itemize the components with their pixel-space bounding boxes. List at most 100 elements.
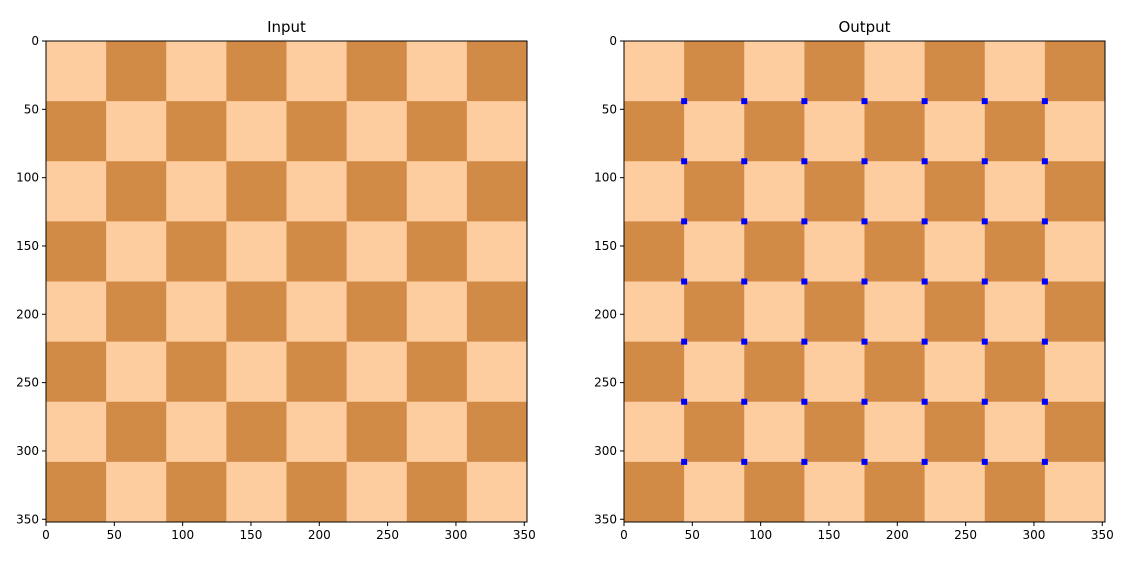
cell-2-1: [106, 161, 167, 222]
cell-5-0: [46, 341, 107, 403]
corner-marker: [741, 398, 748, 405]
cell-0-0: [46, 41, 107, 102]
cell-1-5: [346, 101, 408, 162]
cell-4-6: [406, 281, 468, 343]
cell-4-7: [1044, 281, 1106, 343]
cell-3-7: [466, 221, 528, 282]
x-tick-label: 100: [171, 528, 194, 542]
cell-0-3: [804, 41, 865, 102]
cell-4-2: [166, 281, 227, 343]
cell-2-1: [684, 161, 745, 222]
x-tick-label: 50: [107, 528, 122, 542]
cell-0-6: [984, 41, 1046, 102]
corner-marker: [1041, 338, 1048, 345]
output-panel: 0 50 100 150 200 250 300 3500501001502002503003…: [594, 18, 1114, 542]
x-tick-label: 0: [620, 528, 628, 542]
y-tick-label: 50: [602, 102, 617, 116]
cell-5-5: [346, 341, 408, 403]
cell-3-0: [624, 221, 685, 282]
cell-7-0: [46, 461, 107, 523]
x-tick-label: 350: [1091, 528, 1114, 542]
cell-5-6: [984, 341, 1046, 403]
x-tick-label: 200: [886, 528, 909, 542]
cell-4-3: [804, 281, 865, 343]
cell-2-0: [46, 161, 107, 222]
y-tick-label: 300: [16, 444, 39, 458]
cell-4-7: [466, 281, 528, 343]
corner-marker: [921, 218, 928, 225]
cell-6-3: [804, 401, 865, 463]
cell-6-2: [744, 401, 805, 463]
chart-title: Output: [838, 18, 890, 36]
corner-marker: [681, 218, 688, 225]
cell-3-3: [804, 221, 865, 282]
x-tick-label: 100: [749, 528, 772, 542]
chart-title: Input: [267, 18, 306, 36]
x-tick-label: 250: [954, 528, 977, 542]
cell-1-6: [406, 101, 468, 162]
cell-0-1: [106, 41, 167, 102]
cell-6-0: [624, 401, 685, 463]
cell-3-3: [226, 221, 287, 282]
corner-marker: [981, 398, 988, 405]
axes-frame: [623, 40, 1106, 523]
cell-2-5: [346, 161, 408, 222]
corner-marker: [921, 98, 928, 105]
corner-marker: [801, 98, 808, 105]
corner-marker: [861, 278, 868, 285]
corner-marker: [1041, 458, 1048, 465]
cell-1-0: [46, 101, 107, 162]
corner-marker: [681, 458, 688, 465]
cell-7-7: [466, 461, 528, 523]
corner-marker: [681, 98, 688, 105]
corner-marker: [681, 398, 688, 405]
axes-frame: [45, 40, 528, 523]
corner-marker: [741, 158, 748, 165]
corner-marker: [981, 218, 988, 225]
y-tick-label: 250: [594, 376, 617, 390]
cell-6-5: [346, 401, 408, 463]
corner-marker: [1041, 398, 1048, 405]
cell-7-2: [166, 461, 227, 523]
cell-4-1: [106, 281, 167, 343]
cell-0-7: [466, 41, 528, 102]
corner-marker: [681, 338, 688, 345]
cell-1-3: [226, 101, 287, 162]
cell-5-4: [864, 341, 926, 403]
y-tick-label: 300: [594, 444, 617, 458]
cell-5-6: [406, 341, 468, 403]
x-tick-label: 50: [685, 528, 700, 542]
cell-4-6: [984, 281, 1046, 343]
cell-7-1: [106, 461, 167, 523]
cell-1-6: [984, 101, 1046, 162]
x-axis: 0 50 100 150 200 250 300 350: [620, 522, 1114, 542]
cell-6-0: [46, 401, 107, 463]
cell-4-0: [624, 281, 685, 343]
corner-marker: [921, 278, 928, 285]
corner-marker: [741, 338, 748, 345]
cell-3-4: [864, 221, 926, 282]
cell-0-1: [684, 41, 745, 102]
cell-0-7: [1044, 41, 1106, 102]
corner-marker: [861, 398, 868, 405]
cell-1-7: [466, 101, 528, 162]
cell-7-6: [406, 461, 468, 523]
cell-0-6: [406, 41, 468, 102]
cell-5-7: [1044, 341, 1106, 403]
cell-3-2: [166, 221, 227, 282]
corner-markers: [681, 98, 1048, 465]
x-tick-label: 0: [42, 528, 50, 542]
cell-6-7: [466, 401, 528, 463]
corner-marker: [801, 278, 808, 285]
cell-2-7: [1044, 161, 1106, 222]
cell-2-0: [624, 161, 685, 222]
cell-6-1: [684, 401, 745, 463]
corner-marker: [921, 158, 928, 165]
corner-marker: [1041, 98, 1048, 105]
x-tick-label: 300: [444, 528, 467, 542]
cell-7-1: [684, 461, 745, 523]
cell-4-4: [286, 281, 348, 343]
x-tick-label: 250: [376, 528, 399, 542]
checkerboard: [46, 41, 528, 523]
cell-6-1: [106, 401, 167, 463]
